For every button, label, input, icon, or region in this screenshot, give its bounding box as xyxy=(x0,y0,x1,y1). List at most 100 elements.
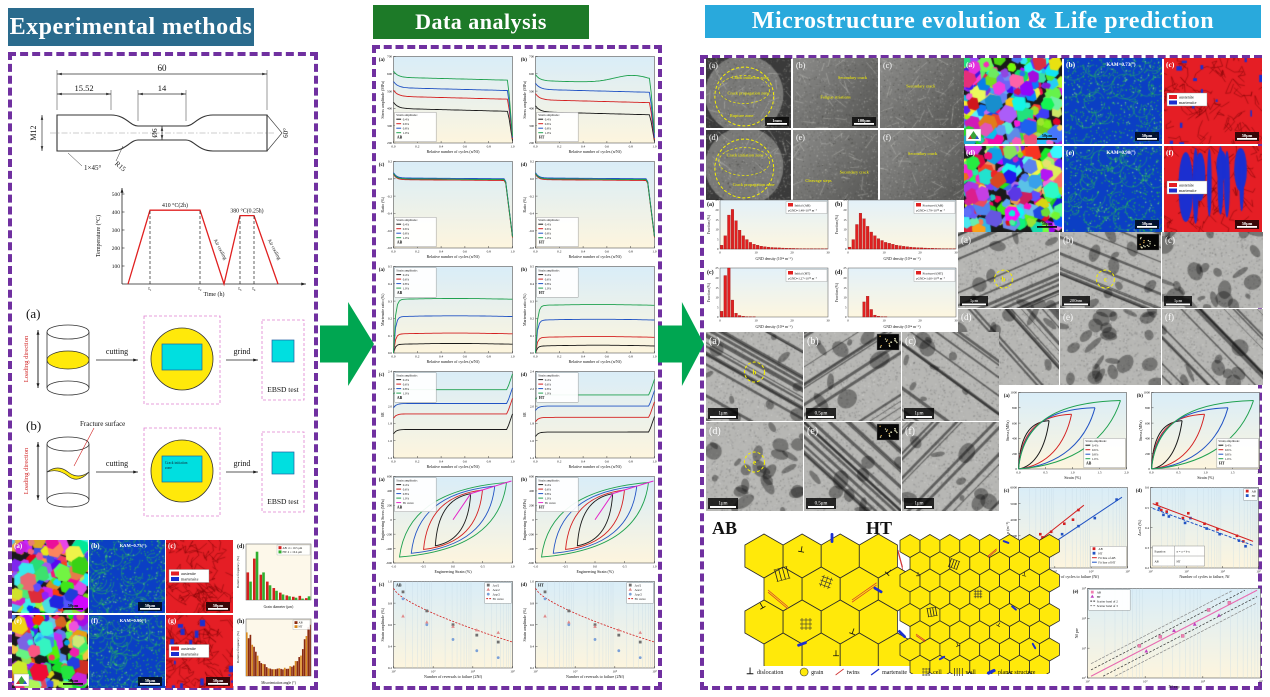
svg-text:t₄: t₄ xyxy=(252,287,255,292)
svg-text:Strain amplitude:: Strain amplitude: xyxy=(538,113,560,117)
svg-text:0.4: 0.4 xyxy=(388,282,393,286)
svg-text:Strain amplitude:: Strain amplitude: xyxy=(538,268,560,272)
svg-text:10⁵: 10⁵ xyxy=(652,670,657,674)
svg-text:AB: AB xyxy=(1097,590,1101,594)
svg-text:0.4: 0.4 xyxy=(581,250,586,254)
svg-text:10⁴: 10⁴ xyxy=(1220,570,1225,574)
svg-text:1000: 1000 xyxy=(1143,391,1150,395)
svg-text:(b): (b) xyxy=(521,268,527,273)
svg-text:800: 800 xyxy=(1145,406,1150,410)
svg-text:1.5: 1.5 xyxy=(1097,471,1102,475)
svg-text:⊥: ⊥ xyxy=(883,567,894,578)
svg-text:AB: d = 10.5 μm: AB: d = 10.5 μm xyxy=(283,546,303,550)
svg-text:0.4: 0.4 xyxy=(388,645,393,649)
svg-text:Fractured (HT): Fractured (HT) xyxy=(923,271,944,275)
svg-text:(e): (e) xyxy=(1073,590,1079,595)
svg-text:(c): (c) xyxy=(905,336,916,347)
sem-image-(f): (f) Secondary crack xyxy=(880,130,965,200)
ebsd-montage-(a)-texture xyxy=(12,540,88,613)
svg-text:GND density (10¹⁴ m⁻²): GND density (10¹⁴ m⁻²) xyxy=(756,257,794,261)
svg-text:1.0: 1.0 xyxy=(1203,471,1208,475)
svg-text:twins: twins xyxy=(847,670,861,676)
tem-a-image-(c)-texture xyxy=(1162,232,1263,308)
svg-text:0.4: 0.4 xyxy=(439,145,444,149)
sem-image-(c): (c) Secondary crack xyxy=(880,58,965,128)
header-microstructure-life: Microstructure evolution & Life predicti… xyxy=(705,5,1261,38)
svg-text:(f): (f) xyxy=(883,133,891,142)
svg-text:(d): (d) xyxy=(709,133,719,142)
svg-text:15: 15 xyxy=(715,286,719,290)
svg-text:50μm: 50μm xyxy=(1042,133,1053,138)
svg-text:200: 200 xyxy=(1145,452,1150,456)
svg-text:25: 25 xyxy=(843,266,847,270)
svg-text:1.0: 1.0 xyxy=(510,460,515,464)
svg-text:600: 600 xyxy=(529,72,534,76)
svg-text:1.0%: 1.0% xyxy=(403,236,410,240)
svg-text:AB: AB xyxy=(1252,489,1256,493)
svg-text:50μm: 50μm xyxy=(1242,133,1253,138)
svg-text:R15: R15 xyxy=(113,160,127,174)
svg-text:(f): (f) xyxy=(91,617,99,625)
svg-text:30: 30 xyxy=(826,251,830,255)
svg-text:0.6%: 0.6% xyxy=(403,277,410,281)
svg-text:2.0: 2.0 xyxy=(530,404,535,408)
svg-text:10⁴: 10⁴ xyxy=(1082,617,1087,621)
svg-text:(h): (h) xyxy=(237,618,244,625)
svg-text:martensite: martensite xyxy=(1179,100,1197,105)
svg-text:Relative number of cycles (n/N: Relative number of cycles (n/Nf) xyxy=(427,254,481,259)
svg-text:SR: SR xyxy=(380,412,385,417)
svg-text:Fit curve: Fit curve xyxy=(493,597,505,601)
svg-text:Loading direction: Loading direction xyxy=(23,447,30,494)
svg-text:Air cooling: Air cooling xyxy=(266,238,281,261)
svg-text:HT: HT xyxy=(1097,595,1101,599)
tem-b-image-(d): (d) e 1μm xyxy=(706,422,803,511)
svg-text:grind: grind xyxy=(234,347,251,356)
svg-text:HT: HT xyxy=(538,583,544,588)
ebsd-map-(b)-texture xyxy=(1064,58,1162,144)
svg-text:0.0: 0.0 xyxy=(391,460,396,464)
svg-text:20: 20 xyxy=(918,251,922,255)
svg-text:500: 500 xyxy=(387,89,392,93)
svg-text:0.5: 0.5 xyxy=(623,565,628,569)
svg-text:(a): (a) xyxy=(709,61,718,70)
svg-text:AB: AB xyxy=(396,583,402,588)
right-plot-e: 10² 10³ 10⁴ 10⁵ 10² 10³ 10⁴ 10⁵ Nf exp Nf pre (e) A… xyxy=(1072,584,1264,690)
svg-text:cutting: cutting xyxy=(106,347,128,356)
svg-text:Time (h): Time (h) xyxy=(204,291,225,298)
svg-text:0.1: 0.1 xyxy=(388,334,393,338)
svg-text:50μm: 50μm xyxy=(145,678,156,683)
tem-a-image-(e)-texture xyxy=(1060,309,1161,385)
svg-text:5: 5 xyxy=(845,237,847,241)
ebsd-montage-(g): (g) austenite martensite 50μm xyxy=(166,615,233,688)
svg-text:0: 0 xyxy=(717,315,719,319)
svg-text:Strain amplitude:: Strain amplitude: xyxy=(396,218,418,222)
svg-text:0.8: 0.8 xyxy=(487,460,492,464)
svg-text:0.2: 0.2 xyxy=(557,460,562,464)
svg-text:austenite: austenite xyxy=(181,571,196,576)
svg-text:0.4%: 0.4% xyxy=(545,273,552,277)
sem-image-(c)-texture xyxy=(880,58,965,128)
svg-text:1.0%: 1.0% xyxy=(403,131,410,135)
svg-text:GND density (10¹⁴ m⁻²): GND density (10¹⁴ m⁻²) xyxy=(884,325,922,329)
svg-text:5: 5 xyxy=(717,237,719,241)
schematic-ab: AB ⊥ ⊥ ⊥ ⊥ ⊥ xyxy=(706,516,928,666)
svg-text:(e): (e) xyxy=(1066,148,1075,157)
svg-text:t₃: t₃ xyxy=(238,287,241,292)
svg-text:0.0: 0.0 xyxy=(1016,471,1021,475)
svg-text:HT: HT xyxy=(299,625,303,629)
svg-text:0.5: 0.5 xyxy=(1176,471,1181,475)
svg-text:10: 10 xyxy=(754,319,758,323)
svg-text:(c): (c) xyxy=(379,163,385,168)
svg-text:Secondary crack: Secondary crack xyxy=(908,151,938,156)
svg-text:-1.0: -1.0 xyxy=(533,565,539,569)
svg-text:-0.4: -0.4 xyxy=(529,212,535,216)
mid-plot-cb: 0.0 0.2 0.4 0.6 0.8 1.0 200 300 400 500 600 700 Rela… xyxy=(520,52,658,155)
mid-plot-mb: 0.0 0.2 0.4 0.6 0.8 1.0 0.0 0.1 0.2 0.3 0.4 0.5 Rela… xyxy=(520,262,658,365)
svg-text:0.2: 0.2 xyxy=(415,145,420,149)
svg-text:0.6%: 0.6% xyxy=(403,122,410,126)
svg-text:Δεe/2: Δεe/2 xyxy=(635,588,643,592)
svg-text:50μm: 50μm xyxy=(1142,221,1153,226)
header-data-analysis: Data analysis xyxy=(373,5,589,39)
svg-text:14: 14 xyxy=(158,83,167,93)
svg-text:0.6: 0.6 xyxy=(530,623,535,627)
